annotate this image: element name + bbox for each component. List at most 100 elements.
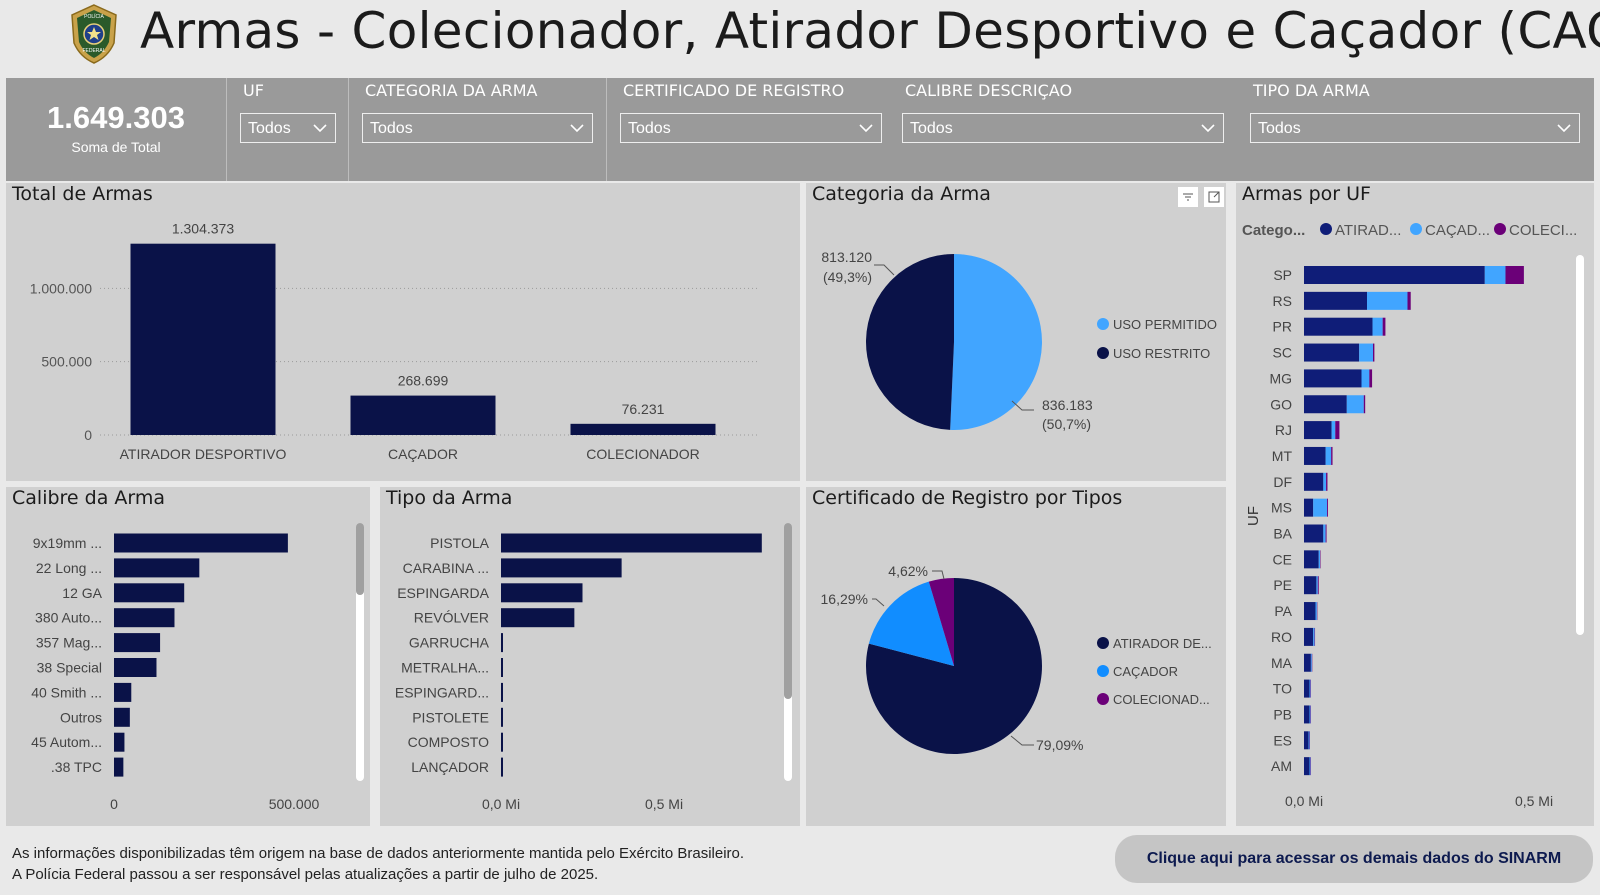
filter-label-calibre: CALIBRE DESCRIÇAO (905, 81, 1073, 100)
legend-marker (1097, 693, 1109, 705)
y-tick-label: 0 (84, 427, 92, 443)
data-label: 4,62% (888, 563, 928, 579)
pie-slice (865, 254, 954, 430)
filter-value: Todos (628, 120, 671, 137)
bar-segment (1325, 524, 1327, 543)
y-tick-label: 1.000.000 (30, 280, 92, 296)
bar-segment (1304, 705, 1310, 724)
legend-label: ATIRAD... (1335, 222, 1401, 239)
bar-segment (1304, 602, 1316, 621)
police-badge-logo: POLÍCIA FEDERAL (71, 4, 117, 64)
y-tick-label: PB (1273, 706, 1292, 722)
scrollbar-thumb[interactable] (784, 523, 792, 699)
bar (501, 682, 503, 702)
bar (501, 732, 503, 752)
bar-segment (1304, 291, 1368, 310)
bar (501, 658, 503, 677)
y-axis-title: UF (1245, 506, 1262, 526)
filter-value: Todos (370, 120, 413, 137)
panel-title: Armas por UF (1242, 183, 1371, 205)
y-tick-label: DF (1273, 474, 1292, 490)
filter-bar (6, 78, 1594, 181)
x-tick-label: 0,5 Mi (1515, 793, 1553, 809)
bar-segment (1317, 576, 1319, 595)
scrollbar-thumb[interactable] (356, 523, 364, 595)
focus-mode-icon[interactable] (1204, 187, 1224, 207)
panel-title: Calibre da Arma (12, 487, 166, 509)
y-tick-label: PA (1274, 603, 1292, 619)
bar (501, 533, 762, 553)
legend-marker (1410, 223, 1422, 235)
pie-slice (928, 578, 954, 666)
filter-dropdown-uf[interactable]: Todos (240, 113, 336, 143)
leader-line (1010, 735, 1034, 746)
y-tick-label: RO (1271, 629, 1292, 645)
filter-dropdown-categoria[interactable]: Todos (362, 113, 593, 143)
filter-divider (606, 78, 607, 181)
data-label: 1.304.373 (172, 221, 234, 237)
chevron-down-icon (859, 124, 873, 133)
bar (501, 583, 583, 603)
y-tick-label: RS (1273, 293, 1292, 309)
filter-dropdown-tipo[interactable]: Todos (1250, 113, 1580, 143)
panel-armas-por-uf: Armas por UF Catego... ATIRAD... CAÇAD... C… (1236, 183, 1594, 826)
kpi-value: 1.649.303 (47, 100, 185, 135)
y-tick-label: 40 Smith ... (31, 684, 102, 700)
y-tick-label: .38 TPC (51, 759, 102, 775)
x-tick-label: ATIRADOR DESPORTIVO (120, 446, 287, 462)
bar-segment (1304, 757, 1310, 776)
filter-dropdown-certificado[interactable]: Todos (620, 113, 882, 143)
y-tick-label: GO (1270, 396, 1292, 412)
bar-segment (1484, 266, 1506, 284)
y-tick-label: COMPOSTO (408, 734, 490, 750)
leader-line (872, 598, 885, 607)
filter-label-tipo: TIPO DA ARMA (1253, 81, 1370, 100)
bar-segment (1304, 317, 1373, 336)
data-label: 16,29% (821, 591, 868, 607)
y-tick-label: 22 Long ... (36, 560, 102, 576)
x-tick-label: COLECIONADOR (586, 446, 700, 462)
logo-text-top: POLÍCIA (84, 13, 104, 20)
chart-total-armas: 0 500.000 1.000.000 1.304.373 ATIRADOR DESPO… (30, 221, 760, 462)
filter-divider (226, 78, 227, 181)
kpi-label: Soma de Total (71, 139, 161, 155)
legend-label: ATIRADOR DE... (1113, 636, 1212, 651)
filter-dropdown-calibre[interactable]: Todos (902, 113, 1224, 143)
bar-segment (1304, 369, 1362, 388)
bar (114, 732, 125, 752)
filter-icon[interactable] (1178, 187, 1198, 207)
leader-line (932, 570, 945, 580)
y-tick-label: BA (1273, 526, 1292, 542)
bar-segment (1346, 395, 1364, 414)
bar (501, 757, 503, 777)
data-label: (50,7%) (1042, 416, 1091, 432)
filter-label-certificado: CERTIFICADO DE REGISTRO (623, 81, 845, 100)
bar (114, 558, 200, 578)
bar (114, 707, 130, 727)
bar-segment (1309, 679, 1311, 698)
chart-categoria-arma: 836.183 (50,7%) 813.120 (49,3%) USO PERMITID… (821, 249, 1217, 432)
scrollbar[interactable] (356, 523, 364, 781)
data-label: 836.183 (1042, 397, 1093, 413)
scrollbar[interactable] (784, 523, 792, 781)
bar-segment (1373, 343, 1375, 362)
y-tick-label: 38 Special (37, 660, 102, 676)
bar-segment (1367, 291, 1408, 310)
sinarm-link-button[interactable]: Clique aqui para acessar os demais dados… (1115, 835, 1593, 883)
scrollbar[interactable] (1576, 255, 1584, 635)
x-tick-label: CAÇADOR (388, 446, 458, 462)
panel-title: Certificado de Registro por Tipos (812, 487, 1123, 509)
y-tick-label: MA (1271, 655, 1293, 671)
y-tick-label: SP (1273, 267, 1292, 283)
bar (114, 633, 161, 653)
logo-text-bottom: FEDERAL (82, 48, 105, 54)
header: POLÍCIA FEDERAL Armas - Colecionador, At… (0, 0, 1600, 72)
chart-calibre-arma: 9x19mm ... 22 Long ... 12 GA 380 Auto... 357… (31, 533, 320, 812)
bar-segment (1407, 291, 1411, 310)
y-tick-label: MS (1271, 500, 1292, 516)
bar-segment (1315, 602, 1317, 621)
bar-segment (1313, 627, 1315, 646)
y-tick-label: ES (1273, 732, 1292, 748)
legend-marker (1097, 318, 1109, 330)
pie-slice (950, 254, 1042, 430)
